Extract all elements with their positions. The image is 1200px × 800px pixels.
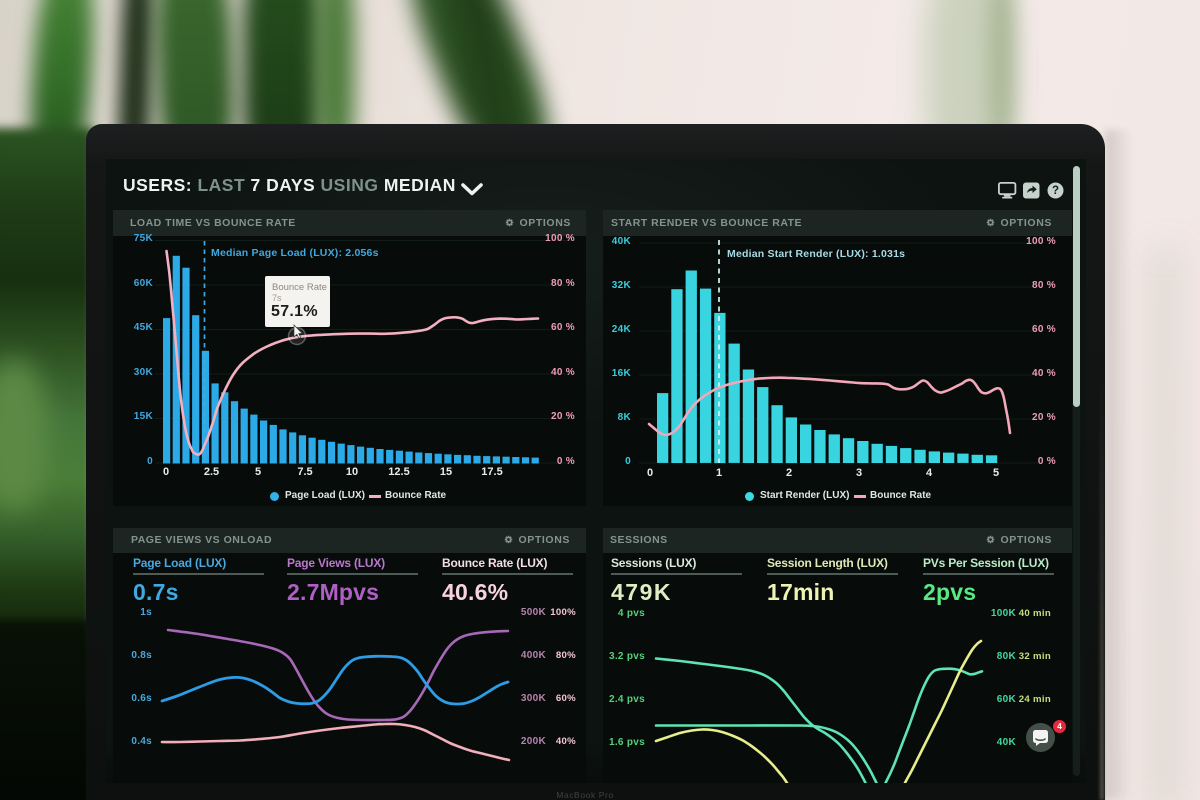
svg-text:?: ? (1052, 185, 1059, 197)
